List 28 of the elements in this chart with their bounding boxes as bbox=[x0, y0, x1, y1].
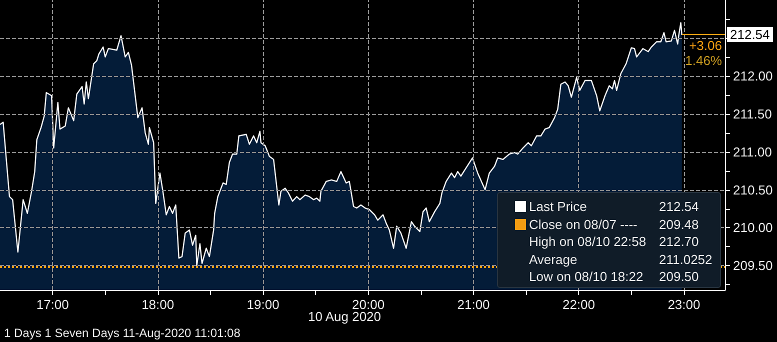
annotation: 1.46% bbox=[685, 52, 722, 68]
y-tick-label: 209.50 bbox=[733, 258, 773, 274]
y-tick-label: 211.00 bbox=[733, 144, 772, 160]
text: Close on 08/07 ---- bbox=[529, 216, 638, 232]
annotation: +3.06 bbox=[689, 38, 722, 53]
annotation: 209.48 bbox=[659, 216, 699, 232]
x-tick-label: 23:00 bbox=[668, 297, 700, 312]
annotation: Low on 08/10 18:22 bbox=[529, 269, 644, 284]
y-tick-label: 211.50 bbox=[733, 106, 772, 122]
x-tick-label: 21:00 bbox=[457, 297, 490, 312]
x-axis-title: 10 Aug 2020 bbox=[308, 309, 382, 324]
legend-label: Last Price bbox=[529, 199, 587, 214]
x-tick-label: 19:00 bbox=[246, 297, 280, 312]
x-tick-label: 18:00 bbox=[142, 297, 174, 312]
y-tick-label: 210.00 bbox=[733, 220, 773, 236]
annotation: 209.50 bbox=[659, 269, 699, 284]
x-tick-label: 22:00 bbox=[562, 297, 596, 312]
annotation: 212.54 bbox=[659, 199, 699, 214]
text: 212.54 bbox=[727, 26, 773, 42]
y-tick-label: 212.00 bbox=[733, 68, 773, 84]
annotation: High on 08/10 22:58 bbox=[529, 234, 646, 249]
text: 1 Days 1 Seven Days 11-Aug-2020 11:01:08 bbox=[4, 326, 240, 341]
x-tick-label: 17:00 bbox=[36, 297, 69, 312]
annotation: Average bbox=[529, 252, 578, 266]
annotation: 211.0252 bbox=[659, 252, 712, 266]
y-tick-label: 210.50 bbox=[733, 182, 773, 198]
x-tick-label: 20:00 bbox=[352, 297, 385, 312]
annotation: 212.70 bbox=[659, 234, 699, 249]
